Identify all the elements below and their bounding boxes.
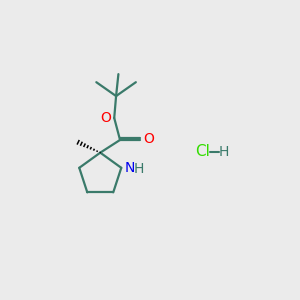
Text: N: N (124, 161, 135, 175)
Text: O: O (143, 133, 155, 146)
Text: O: O (100, 110, 111, 124)
Text: H: H (134, 161, 144, 176)
Text: Cl: Cl (195, 144, 210, 159)
Text: H: H (218, 145, 229, 158)
